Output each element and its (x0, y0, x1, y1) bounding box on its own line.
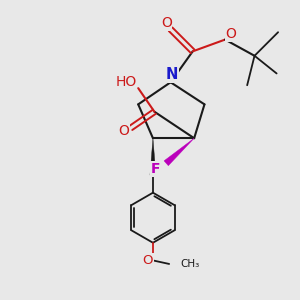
Polygon shape (164, 138, 194, 166)
Text: N: N (166, 68, 178, 82)
Text: O: O (142, 254, 153, 267)
Text: HO: HO (115, 75, 136, 89)
Text: CH₃: CH₃ (180, 259, 200, 269)
Text: O: O (161, 16, 172, 30)
Text: O: O (226, 27, 236, 41)
Text: F: F (151, 162, 160, 176)
Text: O: O (118, 124, 129, 138)
Polygon shape (150, 138, 156, 175)
